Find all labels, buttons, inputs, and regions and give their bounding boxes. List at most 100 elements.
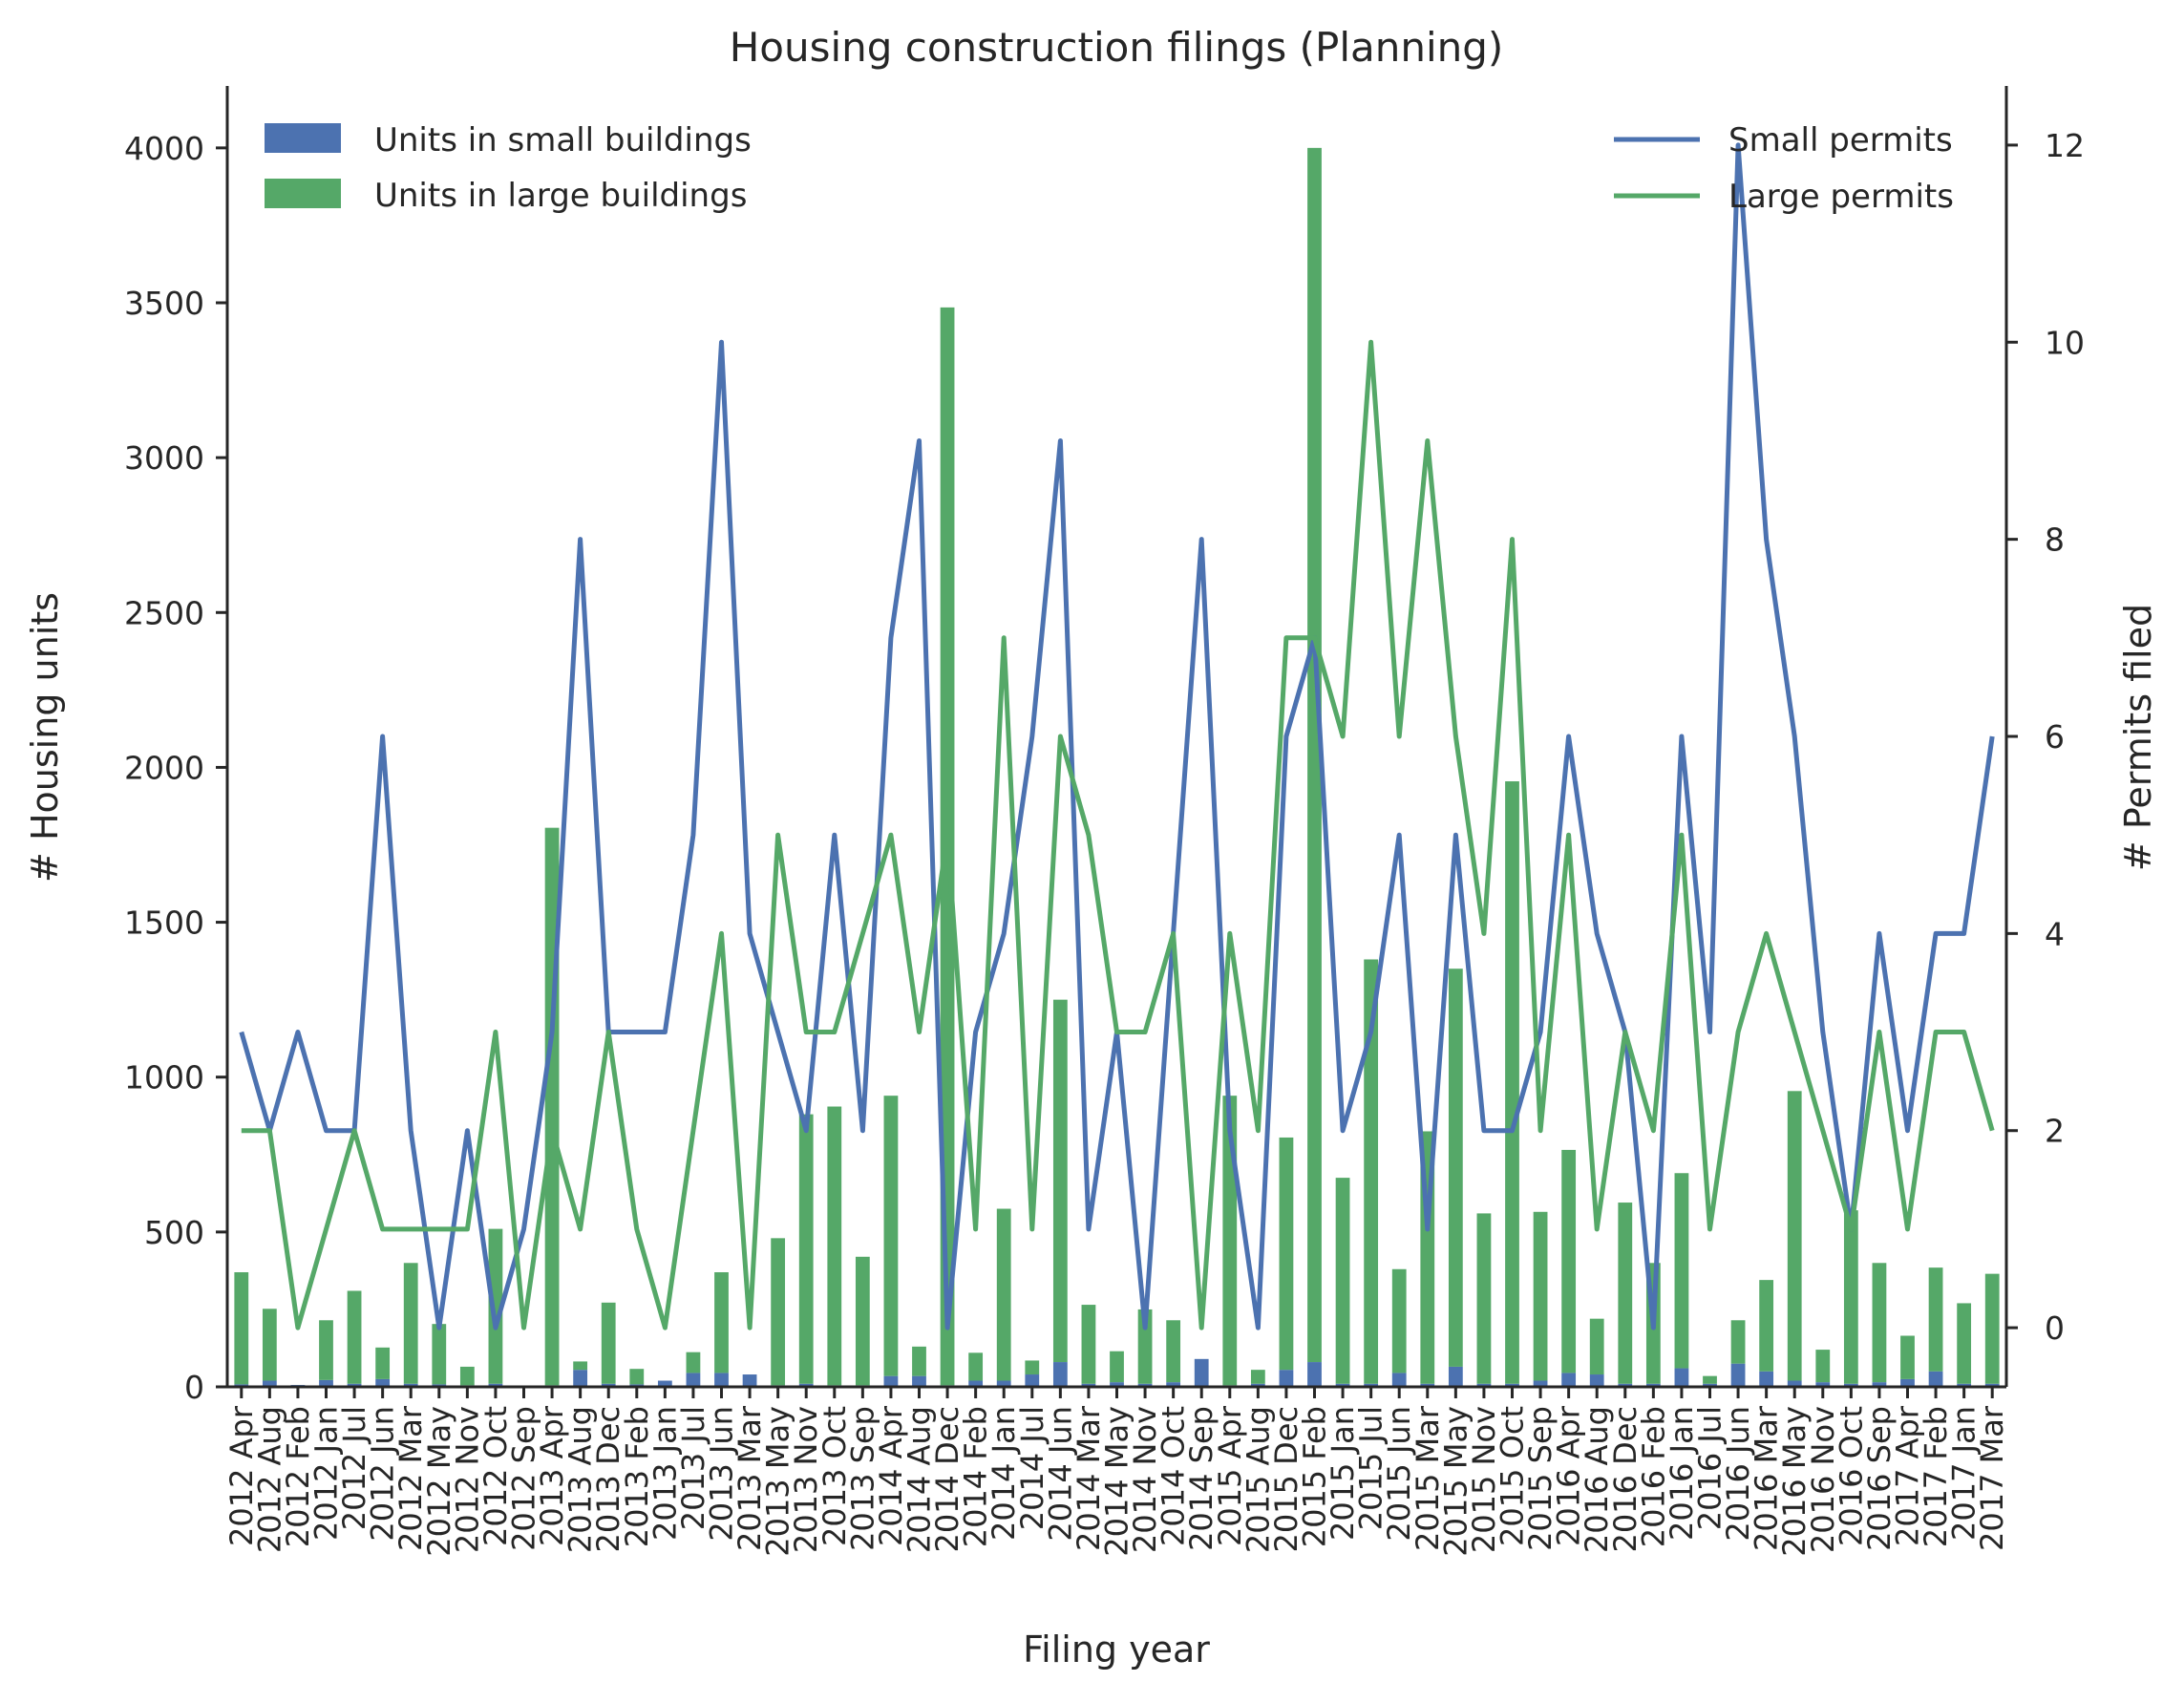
left-tick-label: 3000 (124, 439, 204, 477)
bar-small-units (1250, 1383, 1265, 1387)
bar-small-units (1081, 1383, 1096, 1387)
bar-small-units (262, 1380, 277, 1387)
bar-large-units (996, 1208, 1011, 1381)
x-tick-label: 2014 Apr (873, 1405, 909, 1546)
bar-small-units (1391, 1373, 1407, 1387)
bar-small-units (1052, 1362, 1068, 1387)
line-large-permits (241, 339, 1995, 1330)
bar-small-units (1476, 1383, 1492, 1387)
x-tick-label: 2014 Sep (1183, 1406, 1219, 1551)
right-tick-label: 8 (2045, 522, 2065, 559)
bar-large-units (347, 1290, 362, 1384)
bar-large-units (1250, 1370, 1265, 1384)
bar-large-units (1843, 1210, 1858, 1384)
x-tick-label: 2016 Nov (1805, 1406, 1841, 1553)
bar-large-units (601, 1302, 616, 1384)
x-tick-label: 2016 Sep (1861, 1406, 1898, 1551)
x-tick-label: 2015 Nov (1466, 1406, 1502, 1553)
x-tick-label: 2016 May (1776, 1406, 1813, 1557)
x-tick-label: 2013 Dec (590, 1406, 626, 1553)
bar-large-units (1533, 1211, 1548, 1381)
x-tick-label: 2013 Feb (619, 1406, 655, 1547)
x-tick-label: 2012 Sep (506, 1406, 542, 1551)
left-y-axis-label: # Housing units (24, 592, 66, 883)
legend-label-large-permits: Large permits (1728, 178, 1954, 216)
bar-small-units (403, 1383, 418, 1387)
bar-large-units (459, 1366, 475, 1386)
bar-large-units (488, 1228, 503, 1384)
x-tick-label: 2015 Apr (1212, 1405, 1248, 1546)
bar-large-units (1081, 1305, 1096, 1384)
bar-small-units (1787, 1380, 1802, 1387)
bar-large-units (1957, 1303, 1972, 1384)
x-tick-label: 2013 Jun (704, 1406, 740, 1542)
x-tick-label: 2015 Oct (1495, 1406, 1531, 1546)
x-tick-label: 2014 Jul (1014, 1406, 1050, 1530)
left-tick-label: 2000 (124, 749, 204, 786)
x-tick-label: 2012 Nov (449, 1406, 485, 1553)
x-tick-label: 2014 May (1099, 1406, 1135, 1557)
x-tick-label: 2016 Jul (1692, 1406, 1728, 1530)
bar-small-units (347, 1383, 362, 1387)
bar-small-units (1815, 1382, 1831, 1387)
bar-small-units (375, 1378, 391, 1387)
bar-large-units (1025, 1360, 1040, 1375)
bar-large-units (968, 1352, 984, 1381)
x-tick-label: 2013 Mar (732, 1405, 768, 1551)
right-tick-label: 2 (2045, 1113, 2065, 1150)
x-axis-label: Filing year (1023, 1628, 1210, 1671)
x-tick-label: 2013 Apr (534, 1405, 570, 1546)
x-tick-label: 2014 Mar (1071, 1405, 1107, 1551)
x-tick-label: 2017 Jan (1946, 1406, 1983, 1541)
bar-large-units (1618, 1203, 1633, 1384)
bar-large-units (262, 1309, 277, 1381)
bar-small-units (968, 1380, 984, 1387)
bar-large-units (403, 1263, 418, 1384)
x-tick-label: 2015 Dec (1268, 1406, 1304, 1553)
x-tick-label: 2013 Aug (562, 1406, 599, 1553)
x-tick-label: 2013 Jan (647, 1406, 683, 1541)
bar-large-units (629, 1369, 645, 1385)
bar-small-units (1703, 1383, 1717, 1387)
bar-small-units (1279, 1370, 1294, 1387)
bar-large-units (883, 1096, 899, 1376)
left-y-ticks: 0 500 1000 1500 2000 2500 3000 3500 4000 (124, 130, 227, 1406)
legend-swatch-large-units (265, 179, 341, 208)
x-tick-label: 2016 Aug (1579, 1406, 1615, 1553)
bar-large-units (1589, 1318, 1604, 1375)
bar-small-units (1505, 1383, 1519, 1387)
bar-small-units (1533, 1380, 1548, 1387)
x-tick-label: 2015 May (1437, 1406, 1474, 1557)
x-tick-label: 2012 Aug (251, 1406, 287, 1553)
bar-large-units (375, 1347, 391, 1379)
bar-large-units (1703, 1375, 1717, 1384)
x-tick-label: 2012 Feb (280, 1406, 316, 1547)
bar-small-units (1589, 1374, 1604, 1387)
bar-large-units (1110, 1351, 1124, 1383)
chart-title: Housing construction filings (Planning) (730, 24, 1504, 71)
x-tick-label: 2014 Nov (1127, 1406, 1163, 1553)
bar-small-units (1928, 1371, 1943, 1387)
x-tick-label: 2016 Feb (1635, 1406, 1671, 1547)
left-tick-label: 1500 (124, 905, 204, 942)
bar-large-units (1984, 1273, 2000, 1384)
bar-small-units (1307, 1362, 1322, 1387)
right-tick-label: 6 (2045, 718, 2065, 756)
bar-large-units (912, 1346, 926, 1376)
bar-small-units (488, 1383, 503, 1387)
bar-large-units (686, 1352, 701, 1373)
left-tick-label: 0 (184, 1369, 204, 1406)
bar-large-units (1307, 147, 1322, 1363)
bar-large-units (1166, 1320, 1181, 1383)
bar-large-units (573, 1361, 588, 1371)
x-tick-label: 2013 Jul (675, 1406, 711, 1530)
legend-swatch-small-units (265, 123, 341, 153)
bar-small-units (1137, 1383, 1153, 1387)
bar-small-units (714, 1373, 729, 1387)
bar-small-units (601, 1383, 616, 1387)
bar-large-units (771, 1238, 786, 1386)
right-tick-label: 4 (2045, 915, 2065, 952)
bar-large-units (1928, 1267, 1943, 1372)
